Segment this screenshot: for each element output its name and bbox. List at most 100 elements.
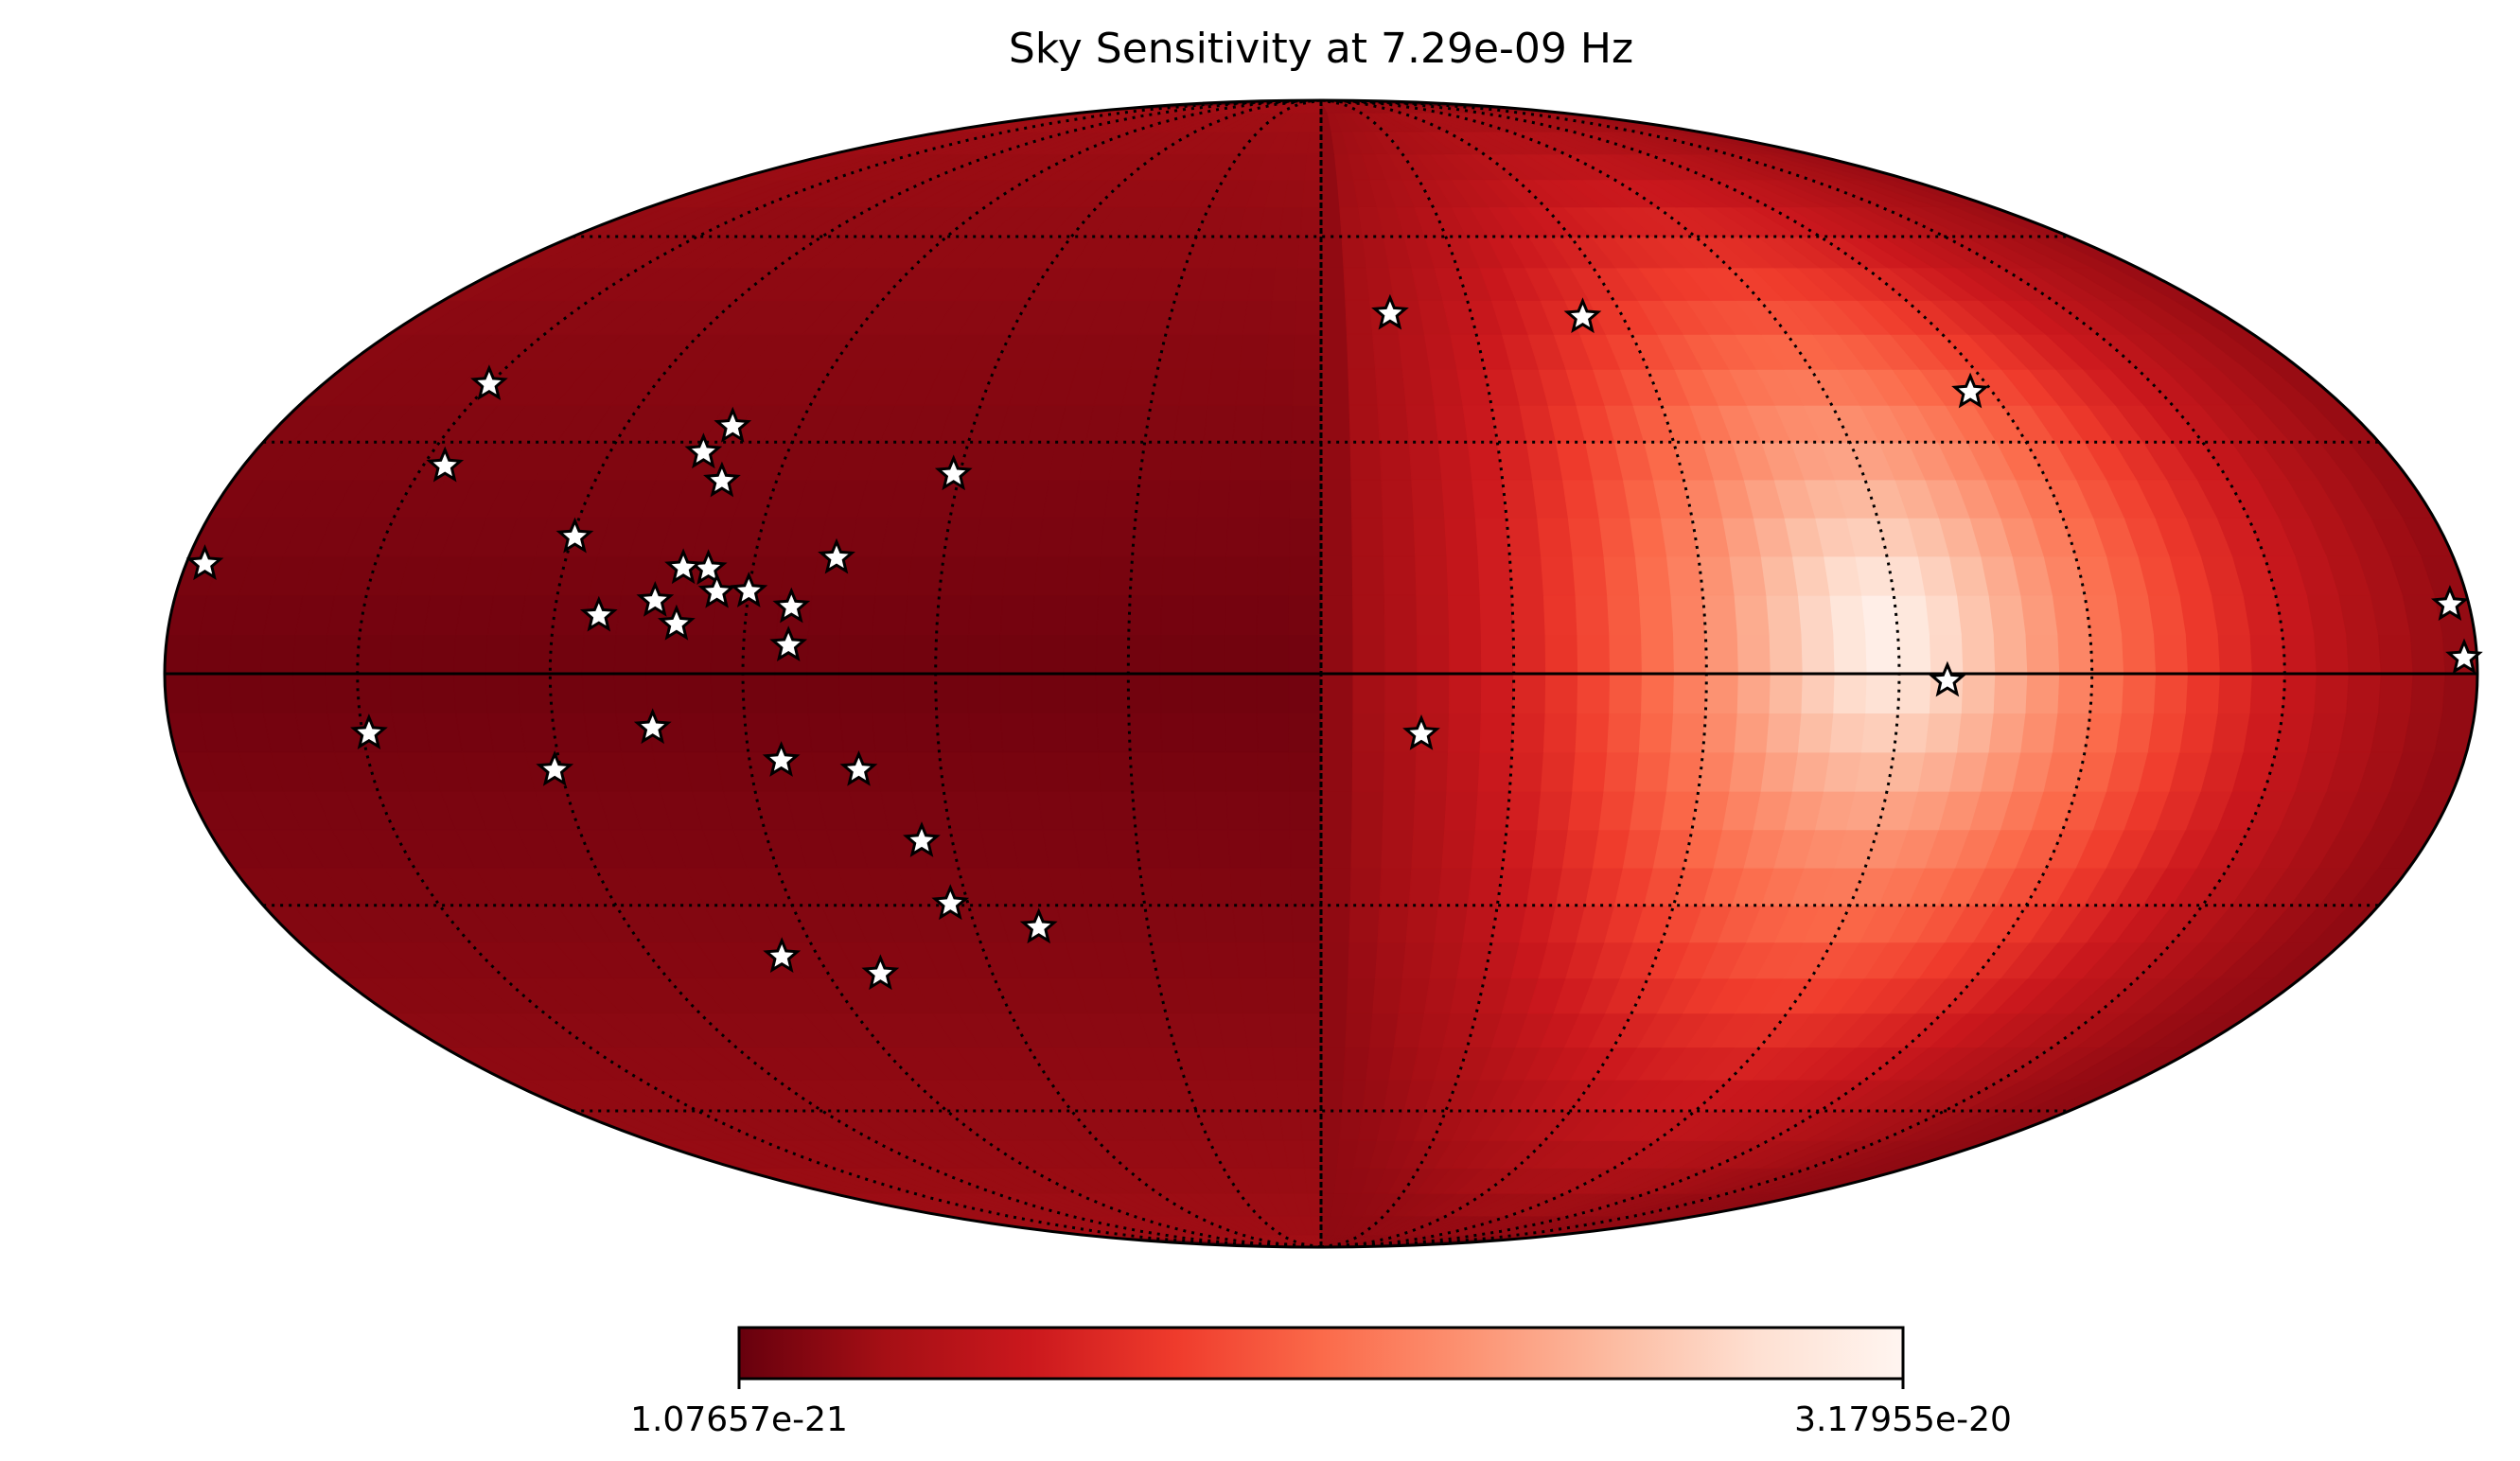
heatmap-cell bbox=[904, 713, 941, 753]
heatmap-cell bbox=[1865, 634, 1900, 675]
heatmap-cell bbox=[1447, 594, 1482, 635]
heatmap-cell bbox=[1191, 634, 1225, 675]
heatmap-cell bbox=[1861, 713, 1899, 753]
heatmap-cell bbox=[1169, 867, 1205, 907]
heatmap-cell bbox=[2122, 634, 2158, 675]
heatmap-cell bbox=[1289, 829, 1322, 869]
heatmap-cell bbox=[1634, 751, 1672, 792]
heatmap-cell bbox=[1293, 333, 1322, 370]
heatmap-cell bbox=[1474, 517, 1510, 557]
heatmap-cell bbox=[974, 790, 1013, 831]
heatmap-cell bbox=[1607, 713, 1643, 753]
heatmap-cell bbox=[1729, 751, 1768, 792]
heatmap-cell bbox=[1203, 404, 1237, 443]
heatmap-cell bbox=[970, 555, 1008, 596]
heatmap-cell bbox=[1893, 594, 1930, 635]
heatmap-cell bbox=[1063, 673, 1098, 713]
heatmap-cell bbox=[1229, 867, 1263, 907]
heatmap-cell bbox=[1268, 1012, 1297, 1048]
heatmap-cell bbox=[1417, 634, 1451, 675]
heatmap-cell bbox=[967, 594, 1004, 635]
heatmap-cell bbox=[1374, 368, 1407, 406]
heatmap-cell bbox=[1224, 634, 1258, 675]
heatmap-cell bbox=[1169, 441, 1205, 481]
heatmap-cell bbox=[1304, 153, 1322, 181]
heatmap-cell bbox=[2409, 634, 2446, 675]
heatmap-cell bbox=[1352, 634, 1386, 675]
heatmap-cell bbox=[581, 634, 617, 675]
heatmap-cell bbox=[774, 673, 809, 713]
heatmap-cell bbox=[1345, 1012, 1374, 1048]
heatmap-cell bbox=[1766, 713, 1803, 753]
heatmap-cell bbox=[1320, 867, 1352, 907]
heatmap-cell bbox=[1704, 673, 1739, 713]
heatmap-cell bbox=[1897, 673, 1932, 713]
heatmap-cell bbox=[742, 673, 777, 713]
heatmap-cell bbox=[1672, 673, 1707, 713]
heatmap-cell bbox=[1256, 594, 1290, 635]
heatmap-cell bbox=[549, 634, 585, 675]
heatmap-cell bbox=[1541, 751, 1577, 792]
heatmap-cell bbox=[485, 673, 520, 713]
heatmap-cell bbox=[1108, 867, 1146, 907]
heatmap-cell bbox=[2147, 713, 2187, 753]
heatmap-cell bbox=[807, 713, 845, 753]
heatmap-cell bbox=[1665, 751, 1704, 792]
heatmap-cell bbox=[1408, 867, 1443, 907]
heatmap-cell bbox=[938, 555, 977, 596]
heatmap-cell bbox=[1350, 829, 1383, 869]
heatmap-cell bbox=[1257, 555, 1291, 596]
heatmap-cell bbox=[1108, 441, 1146, 481]
heatmap-cell bbox=[1441, 479, 1476, 519]
heatmap-cell bbox=[196, 634, 233, 675]
heatmap-cell bbox=[1544, 634, 1579, 675]
heatmap-cell bbox=[967, 634, 1001, 675]
heatmap-cell bbox=[1638, 713, 1675, 753]
heatmap-cell bbox=[1734, 594, 1771, 635]
heatmap-cell bbox=[549, 673, 585, 713]
heatmap-cell bbox=[1292, 368, 1322, 406]
heatmap-cell bbox=[2020, 594, 2059, 635]
heatmap-cell bbox=[1988, 713, 2027, 753]
heatmap-cell bbox=[452, 634, 489, 675]
heatmap-cell bbox=[2057, 634, 2093, 675]
heatmap-cell bbox=[1508, 555, 1544, 596]
heatmap-cell bbox=[1257, 790, 1291, 831]
heatmap-cell bbox=[1320, 236, 1345, 269]
heatmap-cell bbox=[2282, 634, 2317, 675]
sensitivity-heatmap bbox=[165, 100, 2477, 1247]
heatmap-cell bbox=[1670, 713, 1706, 753]
heatmap-cell bbox=[1173, 404, 1208, 443]
heatmap-cell bbox=[1320, 479, 1353, 519]
heatmap-cell bbox=[970, 751, 1008, 792]
heatmap-cell bbox=[1567, 790, 1605, 831]
heatmap-cell bbox=[1833, 673, 1868, 713]
heatmap-cell bbox=[1351, 555, 1385, 596]
heatmap-cell bbox=[1242, 299, 1274, 335]
heatmap-cell bbox=[1704, 634, 1739, 675]
heatmap-cell bbox=[421, 634, 457, 675]
heatmap-cell bbox=[1897, 634, 1932, 675]
heatmap-cell bbox=[1163, 790, 1198, 831]
sky-map bbox=[163, 98, 2483, 1249]
colorbar-max-label: 3.17955e-20 bbox=[1794, 1400, 2012, 1439]
heatmap-cell bbox=[1320, 517, 1353, 557]
heatmap-cell bbox=[1567, 517, 1605, 557]
heatmap-cell bbox=[1448, 634, 1483, 675]
heatmap-cell bbox=[1033, 555, 1070, 596]
heatmap-cell bbox=[871, 673, 906, 713]
heatmap-cell bbox=[1098, 555, 1134, 596]
heatmap-cell bbox=[1295, 299, 1322, 335]
heatmap-cell bbox=[1297, 1079, 1322, 1112]
heatmap-cell bbox=[1263, 942, 1295, 979]
heatmap-cell bbox=[1372, 333, 1403, 370]
heatmap-cell bbox=[1138, 441, 1175, 481]
heatmap-cell bbox=[1304, 1167, 1322, 1194]
heatmap-cell bbox=[1166, 829, 1201, 869]
heatmap-cell bbox=[1098, 751, 1134, 792]
heatmap-cell bbox=[2217, 673, 2253, 713]
heatmap-cell bbox=[1320, 368, 1350, 406]
heatmap-cell bbox=[1434, 404, 1469, 443]
heatmap-cell bbox=[1289, 479, 1322, 519]
heatmap-cell bbox=[1698, 555, 1736, 596]
